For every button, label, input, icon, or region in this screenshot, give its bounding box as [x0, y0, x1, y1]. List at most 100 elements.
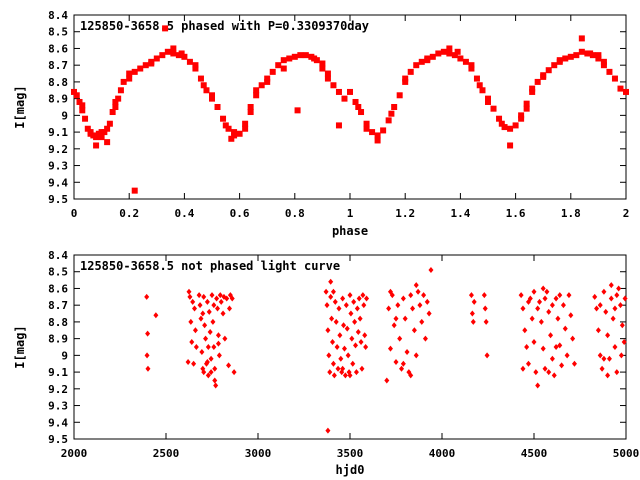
data-point — [104, 139, 111, 146]
data-point — [198, 315, 204, 322]
data-point — [202, 322, 208, 329]
data-point — [106, 120, 113, 127]
data-point — [98, 129, 105, 136]
data-point — [275, 62, 282, 69]
y-tick-label: 8.4 — [48, 249, 68, 262]
data-point — [618, 352, 624, 359]
data-point — [518, 112, 525, 119]
data-point — [457, 55, 464, 62]
data-point — [144, 293, 150, 300]
data-point — [358, 338, 364, 345]
data-point — [600, 62, 607, 69]
data-point — [76, 98, 83, 105]
data-point — [380, 127, 387, 134]
data-point — [236, 130, 243, 137]
data-point — [410, 305, 416, 312]
unphased-x-ticks: 2000 2500 3000 3500 4000 4500 5000 — [61, 255, 639, 460]
data-point — [387, 345, 393, 352]
data-point — [341, 95, 348, 102]
data-point — [523, 105, 530, 112]
data-point — [247, 104, 254, 110]
data-point — [462, 58, 469, 65]
x-tick-label: 0.4 — [174, 207, 194, 220]
y-tick-label: 9.1 — [48, 126, 68, 139]
data-point — [319, 65, 326, 72]
data-point — [338, 355, 344, 362]
data-point — [209, 95, 215, 102]
data-point — [544, 288, 550, 295]
data-point — [348, 310, 354, 317]
data-point — [374, 137, 381, 144]
data-point — [359, 365, 365, 372]
data-point — [340, 365, 346, 372]
data-point — [407, 68, 414, 75]
data-point — [188, 318, 194, 325]
data-point — [210, 318, 216, 325]
data-point — [600, 58, 607, 65]
data-point — [211, 302, 217, 309]
data-point — [364, 295, 370, 302]
data-point — [220, 115, 227, 122]
data-point — [228, 135, 235, 142]
data-point — [352, 98, 359, 105]
data-point — [391, 104, 398, 110]
data-point — [402, 315, 408, 322]
data-point — [562, 55, 569, 62]
data-point — [501, 124, 508, 131]
x-tick-label: 4500 — [521, 447, 548, 460]
data-point — [485, 95, 491, 102]
data-point — [611, 75, 618, 82]
data-point — [362, 332, 368, 339]
data-point — [578, 35, 585, 42]
phased-y-axis-label: I[mag] — [13, 85, 27, 128]
data-point — [204, 359, 210, 366]
data-point — [451, 52, 458, 59]
data-point — [215, 340, 221, 347]
data-point — [335, 365, 341, 372]
data-point — [197, 302, 203, 309]
data-point — [242, 125, 249, 132]
data-point — [562, 325, 568, 332]
x-tick-label: 0.2 — [119, 207, 139, 220]
data-point — [280, 57, 287, 64]
y-tick-label: 9.5 — [48, 433, 68, 446]
unphased-plot-title: 125850-3658.5 not phased light curve — [80, 259, 340, 273]
data-point — [253, 87, 260, 94]
data-point — [201, 293, 207, 300]
data-point — [570, 335, 576, 342]
data-point — [531, 288, 537, 295]
data-point — [400, 360, 406, 367]
data-point — [525, 360, 531, 367]
data-point — [341, 345, 347, 352]
data-point — [525, 298, 531, 305]
data-point — [605, 332, 611, 339]
data-point — [597, 352, 603, 359]
data-point — [231, 129, 238, 136]
data-point — [520, 305, 526, 312]
data-point — [231, 132, 238, 139]
y-tick-label: 8.5 — [48, 26, 68, 39]
y-tick-label: 8.8 — [48, 316, 68, 329]
data-point — [342, 372, 348, 379]
data-point — [361, 302, 367, 309]
data-point — [468, 65, 475, 72]
data-point — [347, 292, 353, 299]
data-point — [294, 107, 301, 114]
data-point — [87, 129, 94, 136]
data-point — [622, 295, 628, 302]
data-point — [253, 92, 260, 99]
data-point — [595, 52, 602, 59]
data-point — [435, 50, 442, 57]
y-tick-label: 8.9 — [48, 333, 68, 346]
data-point — [286, 55, 293, 62]
data-point — [476, 82, 483, 89]
data-point — [608, 282, 614, 289]
data-point — [192, 65, 199, 72]
data-point — [369, 129, 376, 136]
data-point — [578, 48, 585, 55]
data-point — [617, 302, 623, 309]
y-tick-label: 9 — [61, 109, 68, 122]
data-point — [446, 45, 453, 52]
data-point — [429, 53, 436, 60]
